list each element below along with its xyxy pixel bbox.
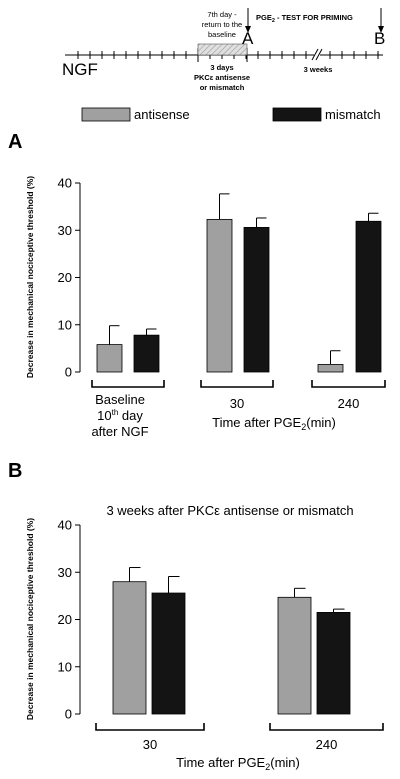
return-note-line-2: return to the [202, 20, 242, 29]
y-tick-label: 30 [58, 223, 72, 238]
group-label: 30 [230, 396, 244, 411]
panel-a-baseline-line-2: 10th day [97, 408, 143, 423]
bar-mismatch [151, 592, 186, 715]
interval-label: 3 weeks [304, 65, 333, 74]
point-a-label: A [242, 29, 254, 48]
y-tick-label: 20 [58, 270, 72, 285]
legend-label-antisense: antisense [134, 107, 190, 122]
treatment-hatched-box [197, 43, 248, 56]
treatment-note-line-2: PKCε antisense [194, 73, 250, 82]
legend-swatch-antisense [81, 107, 131, 122]
y-tick-label: 40 [58, 518, 72, 533]
y-tick-label: 0 [65, 707, 72, 722]
panel-a-y-axis-label: Decrease in mechanical nociceptive thres… [25, 176, 35, 378]
return-note-line-1: 7th day - [207, 10, 237, 19]
panel-a-x-axis-title: Time after PGE2(min) [212, 415, 336, 432]
bar-antisense [112, 581, 147, 715]
y-tick-label: 10 [58, 317, 72, 332]
panel-a-baseline-line-1: Baseline [95, 392, 145, 407]
return-note-line-3: baseline [208, 30, 236, 39]
treatment-note-line-3: or mismatch [200, 83, 245, 92]
group-bracket [269, 723, 384, 731]
arrow-b-head [378, 26, 384, 33]
panel-b-subtitle: 3 weeks after PKCε antisense or mismatch [106, 503, 353, 518]
group-bracket [311, 380, 386, 388]
y-tick-label: 20 [58, 612, 72, 627]
group-bracket [200, 380, 274, 388]
bar-antisense [206, 218, 233, 373]
panel-a-chart: 0 10 20 30 40 30 240 [58, 176, 386, 411]
panel-b-letter: B [8, 460, 22, 482]
break-mark-2 [315, 48, 323, 61]
panel-a-letter: A [8, 131, 22, 153]
bar-antisense [96, 344, 123, 373]
bar-mismatch [355, 220, 382, 373]
group-bracket [95, 723, 205, 731]
timeline-start-label: NGF [62, 60, 98, 79]
panel-b-x-axis-title: Time after PGE2(min) [176, 755, 300, 772]
point-b-label: B [374, 29, 385, 48]
break-mark-1 [311, 48, 319, 61]
timeline: NGF 7th day - return to the baseline 3 d… [62, 8, 385, 92]
panel-a-baseline-line-3: after NGF [91, 424, 148, 439]
group-label: 240 [316, 737, 338, 752]
bar-mismatch [133, 334, 160, 373]
group-label: 240 [338, 396, 360, 411]
bar-antisense [317, 364, 344, 373]
y-tick-label: 0 [65, 365, 72, 380]
bar-antisense [277, 596, 312, 715]
y-tick-label: 40 [58, 176, 72, 191]
panel-b-y-axis-label: Decrease in mechanical nociceptive thres… [25, 518, 35, 720]
legend: antisense mismatch [81, 107, 381, 122]
panel-b-chart: 0 10 20 30 40 30 240 [58, 518, 384, 752]
y-tick-label: 30 [58, 565, 72, 580]
bar-mismatch [243, 227, 270, 373]
group-bracket [91, 380, 165, 388]
treatment-note-line-1: 3 days [210, 63, 233, 72]
group-label: 30 [143, 737, 157, 752]
legend-swatch-mismatch [272, 107, 322, 122]
legend-label-mismatch: mismatch [325, 107, 381, 122]
bar-mismatch [316, 612, 351, 715]
test-label: PGE2 - TEST FOR PRIMING [256, 13, 353, 24]
arrow-a-head [245, 26, 251, 33]
y-tick-label: 10 [58, 659, 72, 674]
